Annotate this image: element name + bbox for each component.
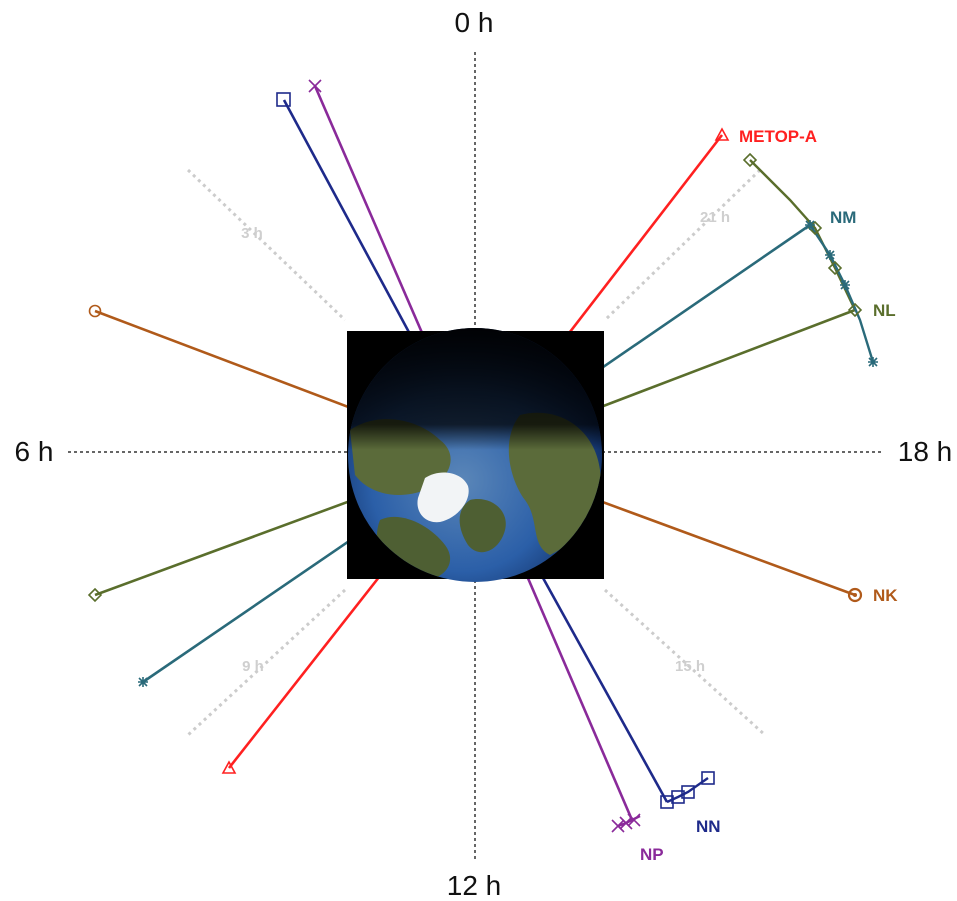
sat-label-nk: NK <box>873 586 898 605</box>
sat-label-metop-a: METOP-A <box>739 127 817 146</box>
marker-nn-square-icon <box>276 92 291 107</box>
label-12h: 12 h <box>447 870 502 901</box>
marker-nn-square-icon <box>660 795 674 809</box>
marker-nl-diamond-icon <box>847 302 863 318</box>
marker-nk-circle-icon <box>88 304 102 318</box>
drift-trail-nl <box>749 159 857 311</box>
label-21h: 21 h <box>700 209 730 226</box>
marker-np-x-icon <box>308 79 641 833</box>
minor-axes <box>186 168 767 737</box>
marker-nl-diamond-icon <box>87 587 103 603</box>
drift-trails <box>617 159 875 828</box>
axis-9h-lower <box>186 588 347 737</box>
sat-label-nn: NN <box>696 817 721 836</box>
axis-3h-upper <box>186 168 347 322</box>
label-3h: 3 h <box>241 225 263 242</box>
marker-nk-dot <box>853 593 857 597</box>
marker-nn-square-icon <box>681 785 695 799</box>
drift-trail-nm <box>809 224 875 363</box>
sat-label-nl: NL <box>873 301 896 320</box>
label-9h: 9 h <box>242 658 264 675</box>
label-0h: 0 h <box>455 7 494 38</box>
earth-north-pole-globe-icon <box>347 328 604 582</box>
marker-nk-circle-icon <box>847 587 863 603</box>
marker-nl-diamond-icon <box>742 152 758 168</box>
axis-15h-lower <box>603 588 767 737</box>
marker-metop-a-triangle-icon <box>714 127 730 141</box>
label-6h: 6 h <box>15 436 54 467</box>
sat-label-np: NP <box>640 845 664 864</box>
label-15h: 15 h <box>675 658 705 675</box>
marker-nm-asterisk-icon <box>138 220 878 687</box>
marker-metop-a-triangle-icon <box>221 760 237 774</box>
sat-label-nm: NM <box>830 208 856 227</box>
marker-nn-square-icon <box>701 771 715 785</box>
markers <box>87 79 878 833</box>
axis-21h-upper <box>603 168 762 322</box>
marker-nn-square-icon <box>671 790 685 804</box>
label-18h: 18 h <box>898 436 953 467</box>
marker-nl-diamond-icon <box>827 260 843 276</box>
